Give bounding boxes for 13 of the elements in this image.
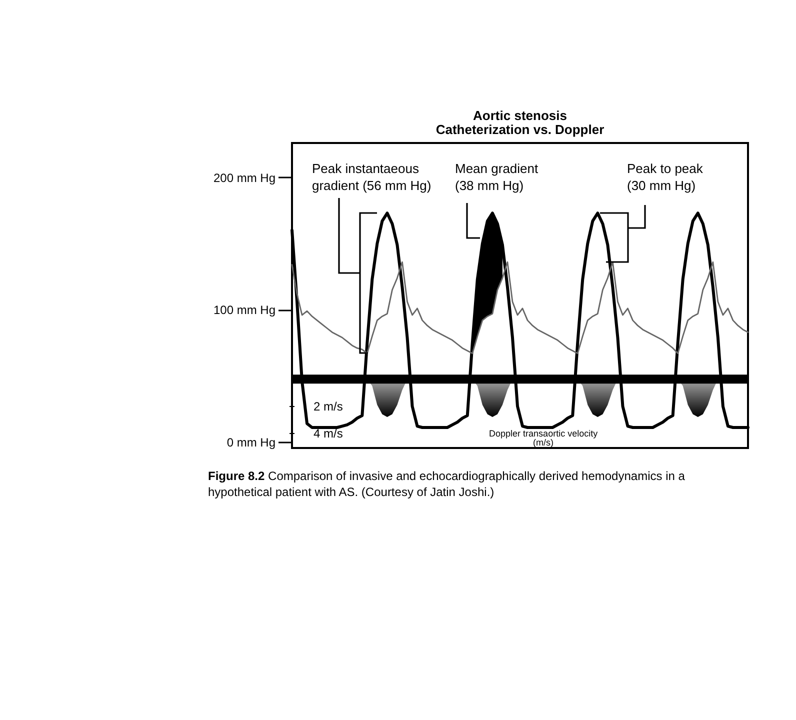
y-tick-label: 0 mm Hg (226, 436, 276, 450)
chart-subtitle: Catheterization vs. Doppler (436, 122, 604, 137)
y2-tick-label: 4 m/s (314, 426, 343, 441)
y2-tick-label: 2 m/s (314, 400, 343, 414)
caption: Figure 8.2 Comparison of invasive and echocardiographically derived hemodynamics in a hypothetical patient with AS. (Courtesy of Jatin Joshi.) (208, 468, 686, 500)
annotation: Peak to peak (30 mm Hg) (627, 161, 704, 193)
y2-axis-title: Doppler transaortic velocity (m/s) (489, 428, 598, 448)
y-tick-label: 100 mm Hg (213, 303, 276, 318)
line-series (291, 261, 749, 354)
chart-title: Aortic stenosis (473, 108, 567, 123)
annotation: Mean gradient (38 mm Hg) (455, 161, 538, 193)
annotation: Peak instantaeous gradient (56 mm Hg) (312, 161, 432, 193)
y-tick-label: 200 mm Hg (213, 170, 276, 185)
